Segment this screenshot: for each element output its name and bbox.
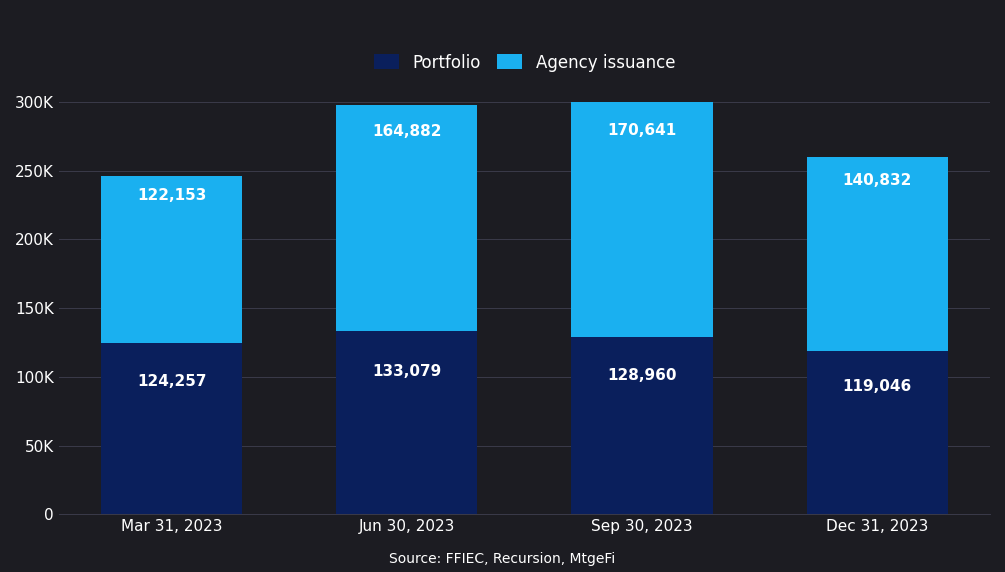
Text: 122,153: 122,153 [137,188,206,203]
Text: Source: FFIEC, Recursion, MtgeFi: Source: FFIEC, Recursion, MtgeFi [389,553,616,566]
Text: 133,079: 133,079 [372,364,441,379]
Bar [572,337,713,514]
Text: 119,046: 119,046 [842,379,912,394]
Bar [807,351,948,514]
Bar [337,331,477,514]
Bar [337,105,477,331]
Bar [807,157,948,351]
Text: 164,882: 164,882 [372,124,441,140]
Bar [572,102,713,337]
Legend: Portfolio, Agency issuance: Portfolio, Agency issuance [366,45,683,80]
Text: 140,832: 140,832 [842,173,912,188]
Text: 128,960: 128,960 [607,368,676,383]
Text: 124,257: 124,257 [137,374,206,388]
Bar [102,343,242,514]
Bar [102,176,242,343]
Text: 170,641: 170,641 [607,123,676,138]
